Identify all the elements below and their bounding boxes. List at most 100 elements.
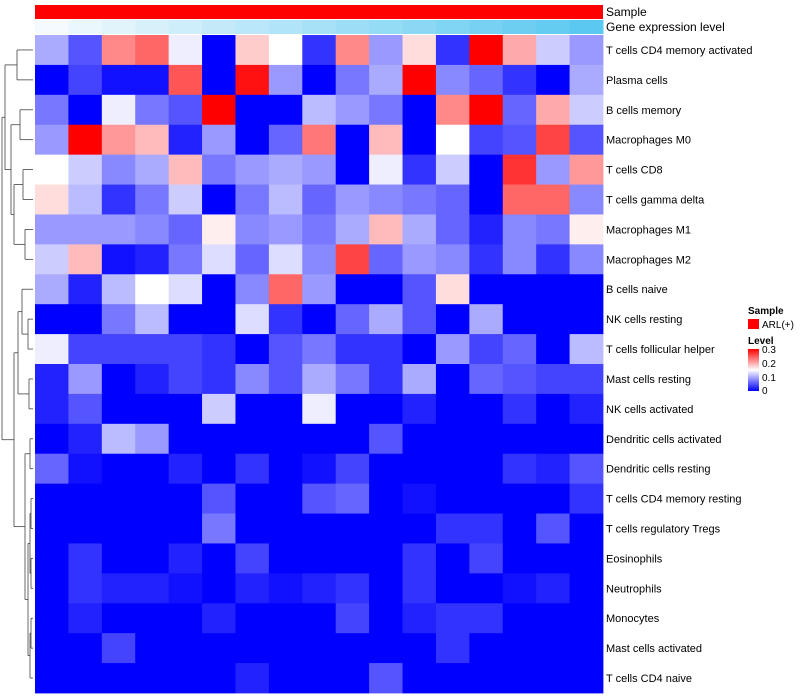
legend: Sample ARL(+) Level 0.3 0.2 0.1 0 [748,306,794,397]
heatmap-cell [469,453,504,485]
heatmap-cell [435,154,470,185]
heatmap-cell [68,483,103,514]
heatmap-cell [168,124,203,156]
heatmap-cell [235,214,270,245]
heatmap-cell [235,483,270,514]
heatmap-cell [35,423,69,455]
heatmap-cell [268,184,303,215]
heatmap-cell [369,573,403,604]
heatmap-cell [168,633,203,664]
heatmap-cell [68,124,103,156]
heatmap-cell [536,453,570,485]
heatmap-cell [536,64,570,96]
row-label: Macrophages M2 [606,254,691,266]
heatmap-cell [235,633,270,664]
row-labels: T cells CD4 memory activated Plasma cells… [606,45,753,685]
heatmap-cell [402,543,437,574]
heatmap-cell [536,603,570,634]
heatmap-cell [235,393,270,425]
heatmap-cell [235,35,270,66]
heatmap-cell [268,35,303,66]
row-label: T cells follicular helper [606,344,715,356]
heatmap-cell [235,513,270,544]
heatmap-cell [235,274,270,305]
legend-sample-item: ARL(+) [762,320,794,331]
heatmap-cell [168,274,203,305]
heatmap-cell [101,184,136,215]
heatmap-cell [135,214,170,245]
heatmap-cell [202,334,236,365]
heatmap-cell [402,483,437,514]
heatmap-cell [168,364,203,395]
heatmap-cell [536,334,570,365]
heatmap-cell [235,603,270,634]
heatmap-cell [402,35,437,66]
heatmap-cell [335,124,370,156]
legend-level-tick-1: 0.2 [762,359,776,370]
heatmap-cell [235,244,270,275]
heatmap-cell [369,124,403,156]
heatmap-cell [502,64,537,96]
heatmap-cell [101,334,136,365]
row-label: Mast cells resting [606,374,691,386]
heatmap-cell [402,334,437,365]
expression-track-cell [235,20,270,34]
heatmap-cell [168,184,203,215]
heatmap-cell [101,603,136,634]
heatmap-cell [435,124,470,156]
heatmap-cell [35,483,69,514]
heatmap-cell [168,453,203,485]
heatmap-cell [202,94,236,126]
heatmap-cell [536,244,570,275]
heatmap-cell [469,513,504,544]
heatmap-cell [35,543,69,574]
heatmap-cell [168,35,203,66]
heatmap-cell [469,274,504,305]
heatmap-cell [402,453,437,485]
heatmap-cell [536,663,570,694]
heatmap-cell [202,543,236,574]
heatmap-cells [35,35,604,694]
heatmap-cell [268,513,303,544]
heatmap-cell [168,513,203,544]
heatmap-cell [502,274,537,305]
heatmap-cell [135,334,170,365]
heatmap-cell [302,513,337,544]
heatmap-cell [569,603,604,634]
row-label: T cells CD4 naive [606,673,692,685]
heatmap-cell [569,633,604,664]
heatmap-cell [268,364,303,395]
row-label: Mast cells activated [606,643,702,655]
heatmap-cell [68,94,103,126]
heatmap-cell [235,453,270,485]
heatmap-cell [235,154,270,185]
heatmap-cell [68,364,103,395]
row-label: T cells CD8 [606,165,663,177]
heatmap-cell [335,573,370,604]
heatmap-cell [536,513,570,544]
heatmap-cell [369,334,403,365]
sample-track-bar [35,5,603,19]
heatmap-cell [35,64,69,96]
heatmap-cell [235,184,270,215]
heatmap-cell [402,94,437,126]
heatmap-cell [502,244,537,275]
heatmap-cell [435,64,470,96]
row-label: Monocytes [606,613,660,625]
heatmap-cell [335,543,370,574]
expression-track-cell [569,20,604,34]
heatmap-cell [35,244,69,275]
row-label: Eosinophils [606,553,663,565]
heatmap-cell [435,633,470,664]
heatmap-cell [135,154,170,185]
expression-track-cell [35,20,69,34]
heatmap-cell [302,244,337,275]
heatmap-cell [302,214,337,245]
heatmap-cell [502,573,537,604]
heatmap-cell [402,154,437,185]
expression-track-cell [302,20,337,34]
row-label: Dendritic cells activated [606,434,722,446]
heatmap-cell [268,214,303,245]
heatmap-cell [168,393,203,425]
